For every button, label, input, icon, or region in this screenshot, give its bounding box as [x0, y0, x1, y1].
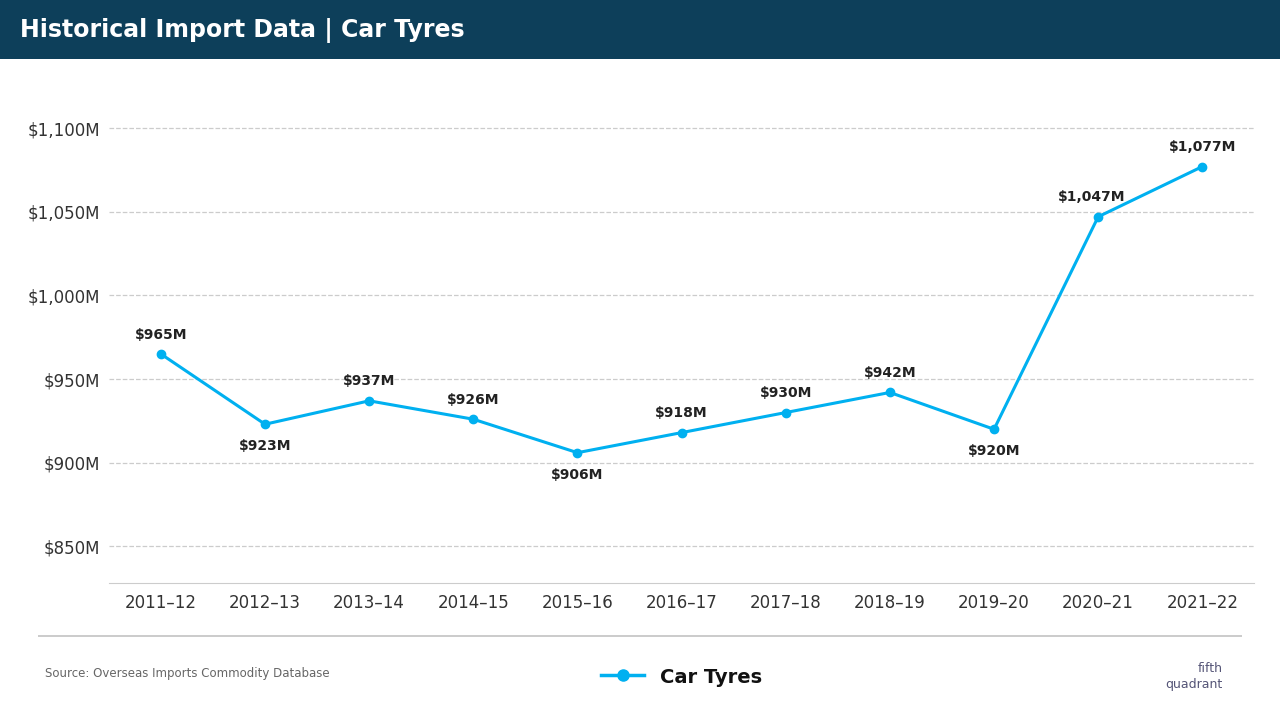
Text: fifth
quadrant: fifth quadrant	[1165, 662, 1222, 691]
Text: Source: Overseas Imports Commodity Database: Source: Overseas Imports Commodity Datab…	[45, 667, 329, 680]
Text: $926M: $926M	[447, 393, 499, 407]
Text: $1,077M: $1,077M	[1169, 140, 1236, 154]
Text: Historical Import Data | Car Tyres: Historical Import Data | Car Tyres	[20, 18, 465, 43]
Text: $920M: $920M	[968, 444, 1020, 459]
Text: $923M: $923M	[239, 439, 292, 454]
Text: $1,047M: $1,047M	[1057, 190, 1125, 204]
Text: $937M: $937M	[343, 374, 396, 388]
Text: $918M: $918M	[655, 406, 708, 420]
Text: $965M: $965M	[134, 328, 187, 341]
Text: $942M: $942M	[864, 366, 916, 380]
Text: $906M: $906M	[552, 468, 604, 482]
Text: $930M: $930M	[759, 386, 812, 400]
Legend: Car Tyres: Car Tyres	[594, 660, 769, 695]
